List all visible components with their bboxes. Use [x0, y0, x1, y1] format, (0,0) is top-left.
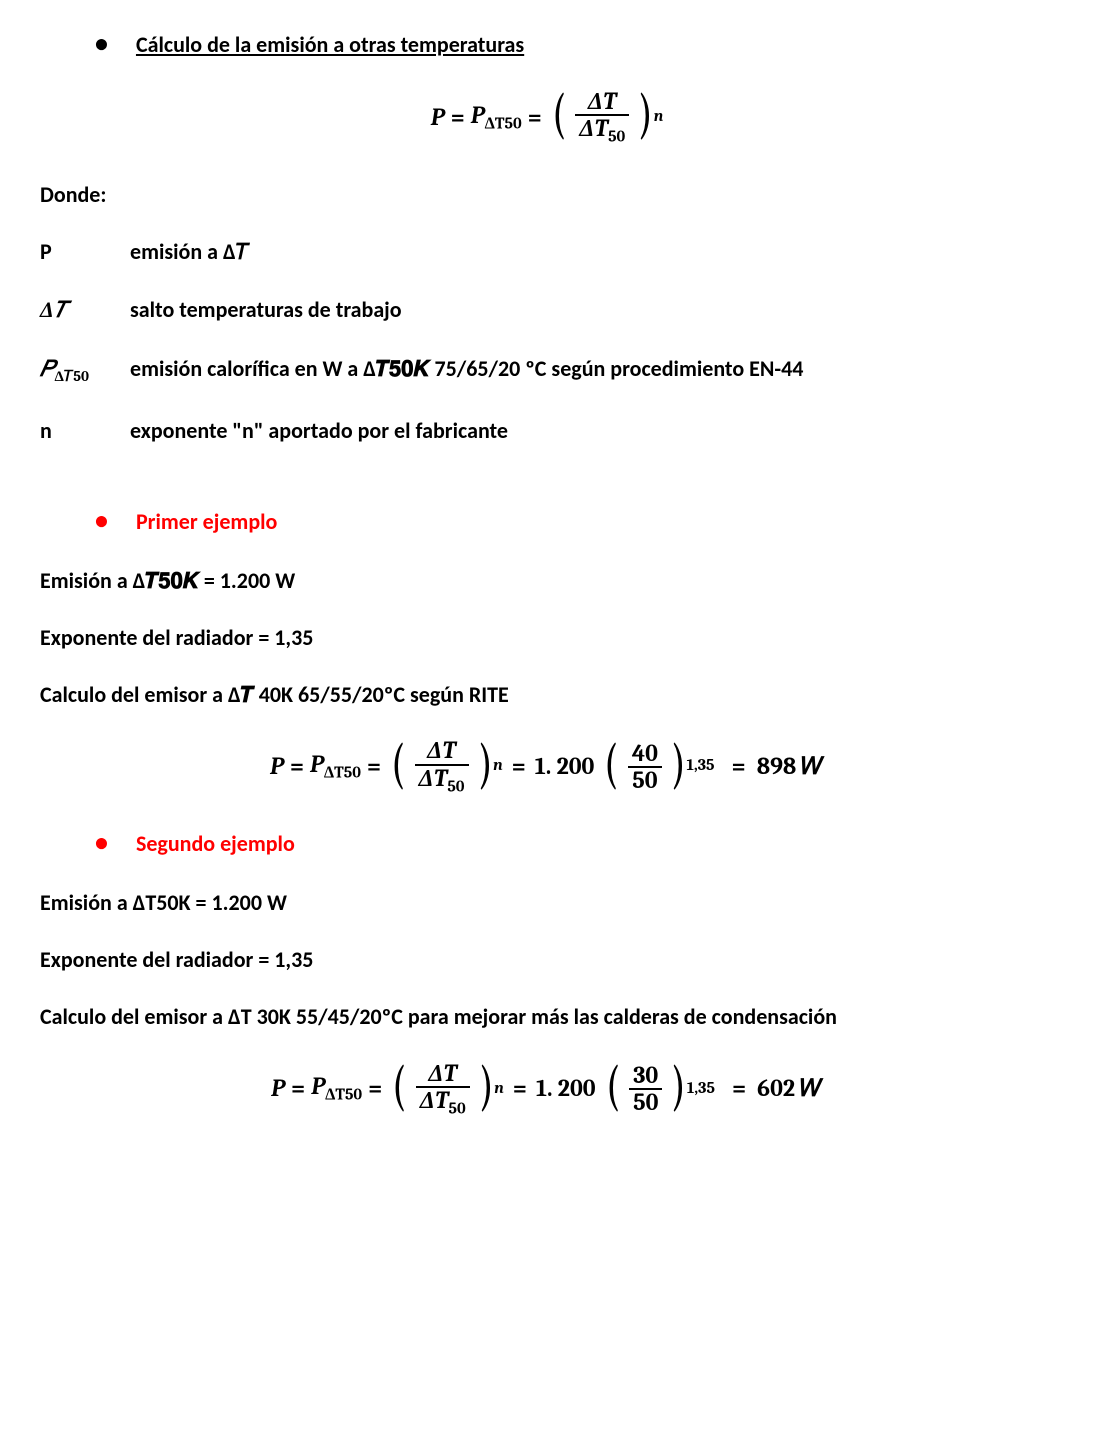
def-text-n: exponente "n" aportado por el fabricante	[130, 416, 1054, 447]
ex1-frac-sym: ΔT ΔT50	[415, 738, 469, 795]
def-sym-dt: Δ𝑇	[40, 295, 130, 326]
formula-fraction: ΔT ΔT50	[575, 89, 629, 146]
ex2-mid-sub: ΔT50	[325, 1086, 362, 1105]
ex2-exp: 1,35	[687, 1078, 715, 1101]
formula-lhs: P	[431, 101, 445, 135]
ex1-line1: Emisión a Δ𝑻𝟓𝟎𝑲 = 1.200 W	[40, 566, 1054, 597]
definitions-list: P emisión a Δ𝑇 Δ𝑇 salto temperaturas de …	[40, 237, 1054, 448]
rparen-icon: )	[673, 744, 685, 786]
def-row-p: P emisión a Δ𝑇	[40, 237, 1054, 268]
ex1-exp-sym: n	[493, 755, 503, 778]
ex1-frac-num-sym: ΔT	[427, 736, 456, 764]
def-sym-pdt-sub: Δ𝑇50	[54, 368, 89, 385]
def-sym-p: P	[40, 237, 130, 268]
formula-mid-sub: ΔT50	[485, 114, 522, 133]
ex2-frac-den-sub: 50	[449, 1099, 466, 1118]
ex2-line3: Calculo del emisor a ΔT 30K 55/45/20ºC p…	[40, 1002, 1054, 1033]
example1-title: Primer ejemplo	[136, 507, 277, 538]
formula-main: P = PΔT50 = ( ΔT ΔT50 )n	[40, 89, 1054, 146]
bullet-icon: •	[95, 30, 108, 56]
def-sym-pdt: 𝑃Δ𝑇50	[40, 354, 130, 388]
def-text-pdt: emisión calorífica en W a Δ𝑻𝟓𝟎𝑲 75/65/20…	[130, 354, 1054, 388]
example2-title: Segundo ejemplo	[136, 829, 295, 860]
formula-mid: P	[471, 101, 485, 129]
def-sym-pdt-base: 𝑃	[40, 356, 54, 382]
donde-label: Donde:	[40, 180, 1054, 211]
def-sym-n: n	[40, 416, 130, 447]
rparen-icon: )	[640, 94, 652, 136]
ex1-lhs: P	[270, 750, 284, 784]
ex2-line2: Exponente del radiador = 1,35	[40, 945, 1054, 976]
ex1-exp: 1,35	[687, 755, 715, 778]
ex2-exp-sym: n	[494, 1078, 504, 1101]
def-row-pdt: 𝑃Δ𝑇50 emisión calorífica en W a Δ𝑻𝟓𝟎𝑲 75…	[40, 354, 1054, 388]
ex2-coef: 1. 200	[536, 1072, 596, 1106]
ex1-mid: P	[310, 750, 324, 778]
eq-sign: =	[451, 101, 465, 135]
lparen-icon: (	[392, 744, 404, 786]
rparen-icon: )	[479, 744, 491, 786]
ex1-den: 50	[628, 766, 662, 793]
formula-exp: n	[654, 106, 664, 129]
ex2-num: 30	[629, 1063, 662, 1088]
lparen-icon: (	[393, 1066, 405, 1108]
section-heading: • Cálculo de la emisión a otras temperat…	[95, 30, 1054, 61]
ex1-line2: Exponente del radiador = 1,35	[40, 623, 1054, 654]
def-row-dt: Δ𝑇 salto temperaturas de trabajo	[40, 295, 1054, 326]
ex1-coef: 1. 200	[535, 750, 595, 784]
section-title: Cálculo de la emisión a otras temperatur…	[136, 30, 524, 61]
rparen-icon: )	[673, 1066, 685, 1108]
ex2-result: 602 𝑊	[757, 1072, 823, 1106]
frac-den-sub: 50	[608, 128, 625, 147]
bullet-icon: •	[95, 507, 108, 533]
ex2-frac-den-sym: ΔT	[420, 1086, 449, 1114]
frac-num: ΔT	[588, 87, 617, 115]
def-row-n: n exponente "n" aportado por el fabrican…	[40, 416, 1054, 447]
frac-den: ΔT	[579, 114, 608, 142]
ex2-den: 50	[629, 1088, 662, 1115]
def-text-p: emisión a Δ𝑇	[130, 237, 1054, 268]
lparen-icon: (	[606, 1066, 618, 1108]
ex1-num: 40	[628, 741, 662, 766]
example2-heading: • Segundo ejemplo	[95, 829, 1054, 860]
ex1-mid-sub: ΔT50	[324, 764, 361, 783]
ex2-mid: P	[311, 1072, 325, 1100]
ex2-lhs: P	[271, 1072, 285, 1106]
formula-ex1: P = PΔT50 = ( ΔT ΔT50 )n = 1. 200 ( 40 5…	[40, 738, 1054, 795]
ex1-frac-den-sub: 50	[447, 777, 464, 796]
ex2-frac-num: 30 50	[629, 1063, 662, 1115]
rparen-icon: )	[481, 1066, 493, 1108]
lparen-icon: (	[553, 94, 565, 136]
bullet-icon: •	[95, 829, 108, 855]
ex1-result: 898 𝑊	[757, 750, 824, 784]
ex1-frac-num: 40 50	[628, 741, 662, 793]
ex2-frac-sym: ΔT ΔT50	[416, 1061, 470, 1118]
ex1-frac-den-sym: ΔT	[419, 764, 448, 792]
def-text-dt: salto temperaturas de trabajo	[130, 295, 1054, 326]
formula-ex2: P = PΔT50 = ( ΔT ΔT50 )n = 1. 200 ( 30 5…	[40, 1061, 1054, 1118]
example1-heading: • Primer ejemplo	[95, 507, 1054, 538]
ex1-line3: Calculo del emisor a Δ𝑻 40K 65/55/20ºC s…	[40, 680, 1054, 711]
ex2-line1: Emisión a ΔT50K = 1.200 W	[40, 888, 1054, 919]
lparen-icon: (	[605, 744, 617, 786]
ex2-frac-num-sym: ΔT	[428, 1059, 457, 1087]
eq-sign2: =	[528, 101, 542, 135]
